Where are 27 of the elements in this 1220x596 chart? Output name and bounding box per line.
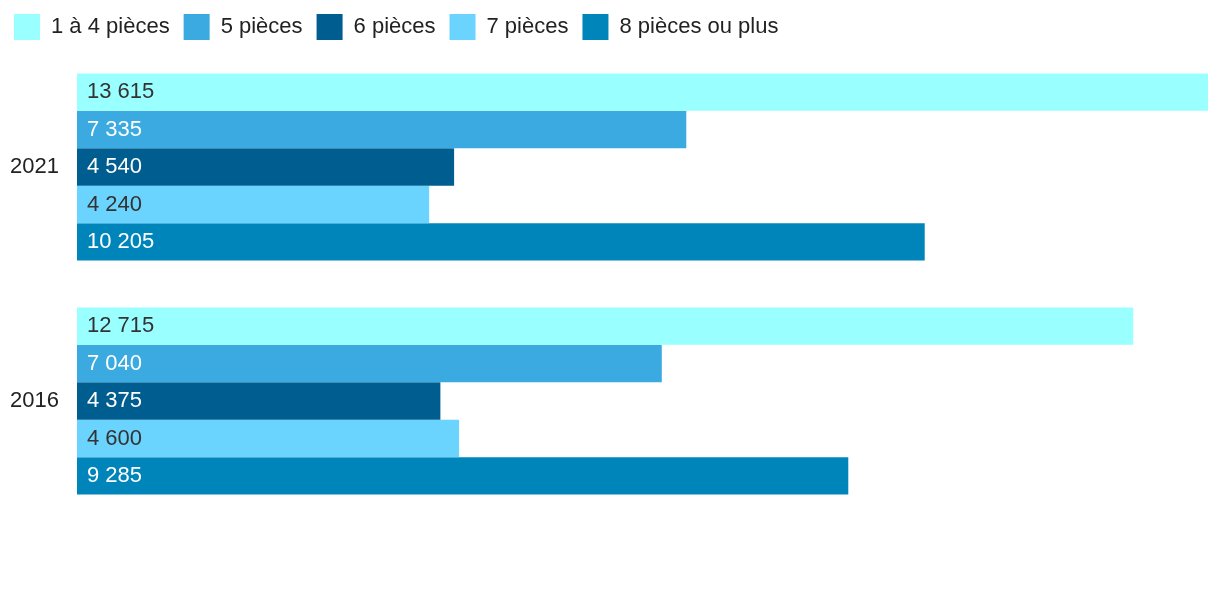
bar	[76, 344, 662, 383]
bar	[76, 110, 687, 149]
bar	[76, 382, 441, 420]
data-label: 13 615	[86, 78, 155, 104]
data-label: 10 205	[86, 227, 155, 253]
data-label: 4 375	[86, 387, 142, 413]
data-label: 12 715	[86, 312, 155, 338]
bar	[76, 73, 1208, 111]
data-label: 9 285	[86, 461, 142, 487]
y-tick-label: 2016	[9, 387, 59, 413]
bar	[76, 419, 460, 458]
data-label: 4 540	[86, 153, 142, 179]
data-label: 7 040	[86, 349, 142, 375]
legend-label: 6 pièces	[353, 13, 436, 39]
bar	[76, 307, 1134, 345]
legend-label: 1 à 4 pièces	[51, 13, 170, 39]
data-label: 4 240	[86, 190, 142, 216]
y-tick-label: 2021	[9, 153, 59, 179]
data-label: 7 335	[86, 115, 142, 141]
legend-label: 7 pièces	[486, 13, 569, 39]
bar	[76, 457, 849, 495]
bar	[76, 185, 430, 224]
legend-label: 8 pièces ou plus	[619, 13, 779, 39]
bar	[76, 223, 925, 261]
data-label: 4 600	[86, 424, 142, 450]
bar	[76, 148, 455, 186]
legend-label: 5 pièces	[220, 13, 303, 39]
